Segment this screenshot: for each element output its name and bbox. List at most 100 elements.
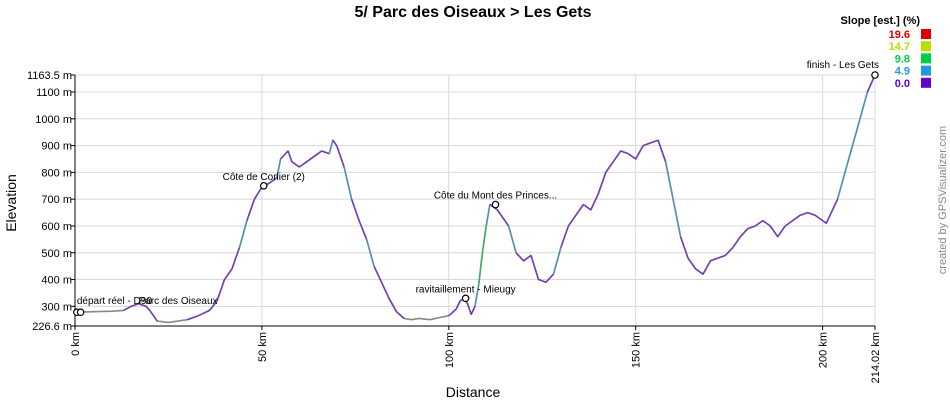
slope-segment bbox=[590, 193, 600, 211]
slope-segment bbox=[777, 225, 786, 238]
slope-segment bbox=[123, 305, 132, 312]
slope-segment bbox=[687, 257, 697, 270]
slope-segment bbox=[198, 309, 210, 317]
slope-segment bbox=[455, 300, 461, 310]
x-tick-label: 150 km bbox=[631, 332, 643, 368]
slope-segment bbox=[298, 161, 308, 168]
slope-segment bbox=[851, 118, 861, 146]
slope-segment bbox=[597, 172, 607, 195]
slope-segment bbox=[276, 158, 282, 178]
waypoint-label: Côte de Corlier (2) bbox=[223, 172, 305, 183]
y-axis-title: Elevation bbox=[3, 174, 19, 232]
slope-segment bbox=[306, 155, 315, 163]
slope-segment bbox=[530, 255, 540, 280]
slope-segment bbox=[792, 214, 801, 222]
slope-segment bbox=[538, 278, 547, 283]
legend-swatch bbox=[921, 53, 931, 64]
slope-segment bbox=[799, 211, 808, 217]
slope-segment bbox=[567, 214, 577, 227]
slope-segment bbox=[481, 225, 487, 253]
slope-segment bbox=[814, 214, 824, 222]
slope-segment bbox=[859, 91, 869, 120]
slope-segment bbox=[358, 220, 368, 240]
slope-segment bbox=[634, 145, 644, 160]
slope-segment bbox=[208, 300, 218, 311]
slope-segment bbox=[807, 211, 816, 217]
slope-segment bbox=[560, 225, 570, 248]
slope-segment bbox=[470, 305, 476, 315]
waypoint-marker bbox=[491, 200, 500, 209]
y-tick-label: 800 m bbox=[41, 167, 72, 179]
slope-segment bbox=[717, 254, 726, 259]
waypoint-label: Côte du Mont des Princes... bbox=[434, 191, 557, 202]
y-tick-label: 900 m bbox=[41, 141, 72, 153]
legend-swatch bbox=[921, 41, 931, 52]
slope-segment bbox=[552, 247, 562, 275]
slope-segment bbox=[335, 145, 345, 168]
slope-segment bbox=[784, 219, 794, 227]
x-tick-labels: 0 km 50 km 100 km 150 km 200 km 214.02 km bbox=[70, 332, 882, 383]
slope-segment bbox=[825, 214, 831, 224]
slope-segment bbox=[710, 257, 719, 262]
slope-segment bbox=[702, 260, 712, 275]
slope-segment bbox=[448, 308, 457, 317]
slope-segment bbox=[253, 186, 263, 200]
slope-segment bbox=[836, 172, 846, 200]
slope-segment bbox=[769, 225, 779, 238]
slope-segment bbox=[650, 139, 659, 144]
slope-segment bbox=[343, 166, 353, 200]
slope-segment bbox=[388, 297, 398, 313]
x-tick-label: 100 km bbox=[444, 332, 456, 368]
y-tick-label: 400 m bbox=[41, 275, 72, 287]
waypoint-marker bbox=[461, 294, 470, 303]
slope-segment bbox=[739, 228, 749, 238]
slope-segment bbox=[332, 139, 338, 147]
slope-segment bbox=[474, 284, 480, 307]
y-tick-label: 1100 m bbox=[36, 87, 72, 99]
y-tick-label: 1163.5 m bbox=[27, 70, 72, 82]
slope-segment bbox=[149, 309, 158, 322]
waypoint-marker bbox=[259, 181, 268, 190]
slope-segment bbox=[627, 152, 637, 160]
slope-segment bbox=[280, 150, 289, 160]
slope-segment bbox=[664, 161, 674, 200]
slope-segment bbox=[642, 142, 651, 147]
slope-segment bbox=[321, 150, 330, 155]
y-tick-label: 226.6 m bbox=[32, 321, 72, 333]
legend-swatch bbox=[921, 77, 931, 88]
waypoint-label: départ réel - D90 bbox=[77, 296, 152, 307]
x-tick-label: 214.02 km bbox=[870, 332, 882, 383]
slope-segment bbox=[287, 150, 293, 162]
slope-segment bbox=[268, 177, 278, 184]
slope-segment bbox=[545, 273, 555, 283]
plot-area bbox=[74, 74, 876, 324]
slope-segment bbox=[724, 246, 734, 256]
slope-legend: Slope [est.] (%) 19.614.79.84.90.0 bbox=[841, 15, 931, 90]
slope-segment bbox=[186, 314, 199, 321]
x-tick-label: 0 km bbox=[70, 332, 82, 356]
y-tick-labels: 226.6 m 300 m 400 m 500 m 600 m 700 m 800 m 900… bbox=[27, 70, 72, 333]
y-tick-label: 700 m bbox=[41, 194, 72, 206]
y-tick-label: 1000 m bbox=[35, 114, 72, 126]
chart-title: 5/ Parc des Oiseaux > Les Gets bbox=[354, 4, 591, 21]
slope-segment bbox=[657, 139, 667, 162]
x-axis-title: Distance bbox=[446, 384, 501, 400]
slope-segment bbox=[620, 150, 629, 155]
slope-segment bbox=[466, 303, 472, 315]
slope-segment bbox=[291, 161, 300, 168]
slope-segment bbox=[672, 199, 682, 237]
slope-segment bbox=[395, 311, 405, 319]
slope-segment bbox=[612, 150, 622, 163]
slope-segment bbox=[507, 225, 517, 253]
y-tick-label: 600 m bbox=[41, 221, 72, 233]
slope-segment bbox=[844, 145, 854, 173]
slope-segment bbox=[380, 281, 390, 299]
legend-title: Slope [est.] (%) bbox=[841, 15, 921, 27]
y-tick-label: 300 m bbox=[41, 301, 72, 313]
legend-label: 14.7 bbox=[889, 41, 910, 53]
slope-segment bbox=[747, 225, 756, 230]
slope-segment bbox=[754, 219, 764, 227]
slope-segment bbox=[231, 247, 241, 270]
